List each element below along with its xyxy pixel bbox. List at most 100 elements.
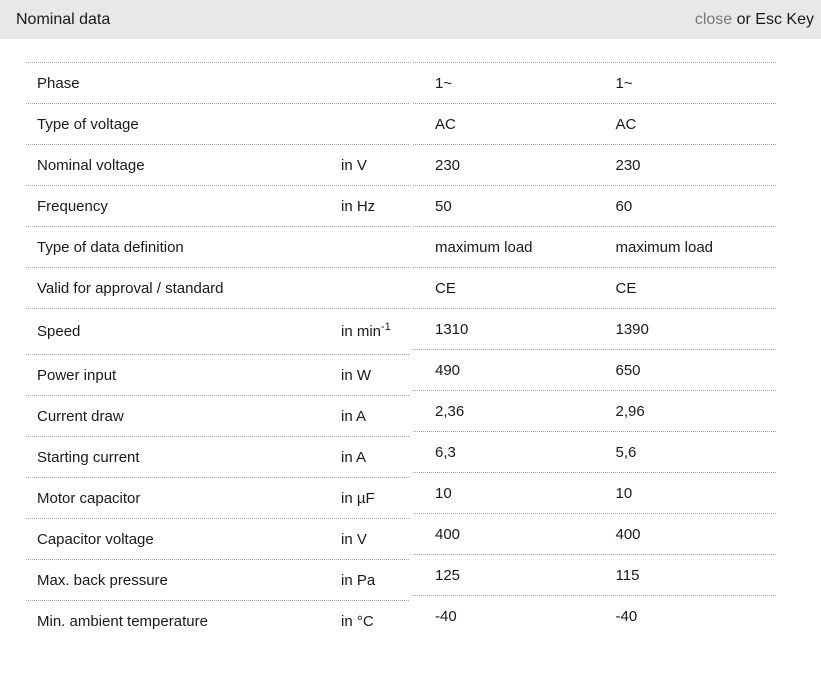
row-value-2: CE — [615, 279, 637, 297]
table-row: 6,3 5,6 — [413, 431, 776, 472]
row-label: Valid for approval / standard — [37, 279, 224, 297]
table-row: 10 10 — [413, 472, 776, 513]
values-table: 1~ 1~ AC AC 230 230 50 60 maximum load m… — [413, 62, 776, 636]
row-value-1: AC — [435, 115, 456, 133]
row-value-2: 115 — [615, 566, 640, 584]
row-value-2: 60 — [615, 197, 633, 215]
table-row: Motor capacitor in µF — [26, 477, 409, 518]
table-row: Phase — [26, 62, 409, 103]
row-label: Current draw — [37, 407, 124, 425]
row-value-1: 50 — [435, 197, 452, 215]
row-value-1: maximum load — [435, 238, 533, 256]
close-button[interactable]: close — [694, 10, 733, 28]
table-row: 1310 1390 — [413, 308, 776, 349]
table-row: 490 650 — [413, 349, 776, 390]
row-unit-base: in min — [341, 323, 382, 340]
table-row: 50 60 — [413, 185, 776, 226]
table-row: Max. back pressure in Pa — [26, 559, 409, 600]
row-label: Frequency — [37, 197, 108, 215]
row-value-2: 10 — [615, 484, 633, 502]
row-value-1: -40 — [435, 607, 457, 625]
table-row: 400 400 — [413, 513, 776, 554]
table-row: Type of voltage — [26, 103, 409, 144]
row-value-1: 400 — [435, 525, 461, 543]
table-row: Type of data definition — [26, 226, 409, 267]
row-unit: in Pa — [341, 572, 409, 589]
row-value-1: CE — [435, 279, 456, 297]
row-value-1: 1~ — [435, 74, 453, 92]
row-value-2: 230 — [615, 156, 641, 174]
row-unit: in A — [341, 449, 409, 466]
row-label: Phase — [37, 74, 80, 92]
row-value-2: 5,6 — [615, 443, 637, 461]
row-label: Nominal voltage — [37, 156, 145, 174]
row-unit-base: in V — [341, 530, 367, 548]
nominal-data-dialog: Nominal data close or Esc Key Phase Type… — [0, 0, 821, 641]
row-unit-base: in µF — [341, 489, 375, 507]
dialog-titlebar: Nominal data close or Esc Key — [0, 0, 821, 39]
labels-units-table: Phase Type of voltage Nominal voltage in… — [26, 62, 409, 641]
row-value-2: maximum load — [615, 238, 714, 256]
row-unit: in Hz — [341, 198, 409, 215]
table-row: CE CE — [413, 267, 776, 308]
row-value-2: 2,96 — [615, 402, 645, 420]
row-value-2: -40 — [615, 607, 638, 625]
esc-key-hint: or Esc Key — [732, 10, 814, 28]
close-hint: close or Esc Key — [695, 11, 814, 29]
row-value-2: 1~ — [615, 74, 633, 92]
table-row: Starting current in A — [26, 436, 409, 477]
row-unit-base: in W — [341, 366, 371, 384]
row-unit: in V — [341, 531, 409, 548]
row-value-1: 10 — [435, 484, 452, 502]
row-unit-base: in Hz — [341, 197, 376, 215]
row-value-1: 230 — [435, 156, 461, 174]
nominal-data-table: Phase Type of voltage Nominal voltage in… — [26, 62, 821, 641]
table-row: Capacitor voltage in V — [26, 518, 409, 559]
table-row: 125 115 — [413, 554, 776, 595]
row-unit: in °C — [341, 613, 409, 630]
table-row: 1~ 1~ — [413, 62, 776, 103]
row-value-1: 2,36 — [435, 402, 465, 420]
row-value-2: 650 — [615, 361, 641, 379]
row-label: Type of voltage — [37, 115, 139, 133]
table-row: Frequency in Hz — [26, 185, 409, 226]
row-unit-base: in °C — [341, 612, 374, 630]
row-label: Power input — [37, 366, 117, 384]
row-label: Speed — [37, 323, 81, 340]
row-value-1: 125 — [435, 566, 461, 584]
row-label: Min. ambient temperature — [37, 612, 208, 630]
table-row: Power input in W — [26, 354, 409, 395]
row-label: Type of data definition — [37, 238, 184, 256]
table-row: AC AC — [413, 103, 776, 144]
row-unit-base: in V — [341, 156, 367, 174]
row-value-1: 1310 — [435, 320, 469, 338]
table-row: 230 230 — [413, 144, 776, 185]
row-unit-superscript: -1 — [381, 321, 391, 333]
table-row: Current draw in A — [26, 395, 409, 436]
row-unit-base: in A — [341, 448, 367, 466]
row-label: Starting current — [37, 448, 140, 466]
row-label: Max. back pressure — [37, 571, 168, 589]
table-row: Nominal voltage in V — [26, 144, 409, 185]
table-row: maximum load maximum load — [413, 226, 776, 267]
row-label: Motor capacitor — [37, 489, 141, 507]
dialog-title: Nominal data — [16, 10, 111, 28]
row-unit: in min-1 — [341, 321, 409, 341]
table-row: Min. ambient temperature in °C — [26, 600, 409, 641]
row-value-2: 1390 — [615, 320, 649, 338]
table-row: Valid for approval / standard — [26, 267, 409, 308]
row-unit: in µF — [341, 490, 409, 507]
row-label: Capacitor voltage — [37, 530, 154, 548]
row-unit: in V — [341, 157, 409, 174]
table-row: 2,36 2,96 — [413, 390, 776, 431]
row-unit: in A — [341, 408, 409, 425]
row-value-2: 400 — [615, 525, 641, 543]
row-unit-base: in Pa — [341, 571, 376, 589]
row-unit-base: in A — [341, 407, 367, 425]
table-row: Speed in min-1 — [26, 308, 409, 354]
row-value-1: 6,3 — [435, 443, 456, 461]
row-value-2: AC — [615, 115, 637, 133]
row-value-1: 490 — [435, 361, 461, 379]
table-row: -40 -40 — [413, 595, 776, 636]
row-unit: in W — [341, 367, 409, 384]
